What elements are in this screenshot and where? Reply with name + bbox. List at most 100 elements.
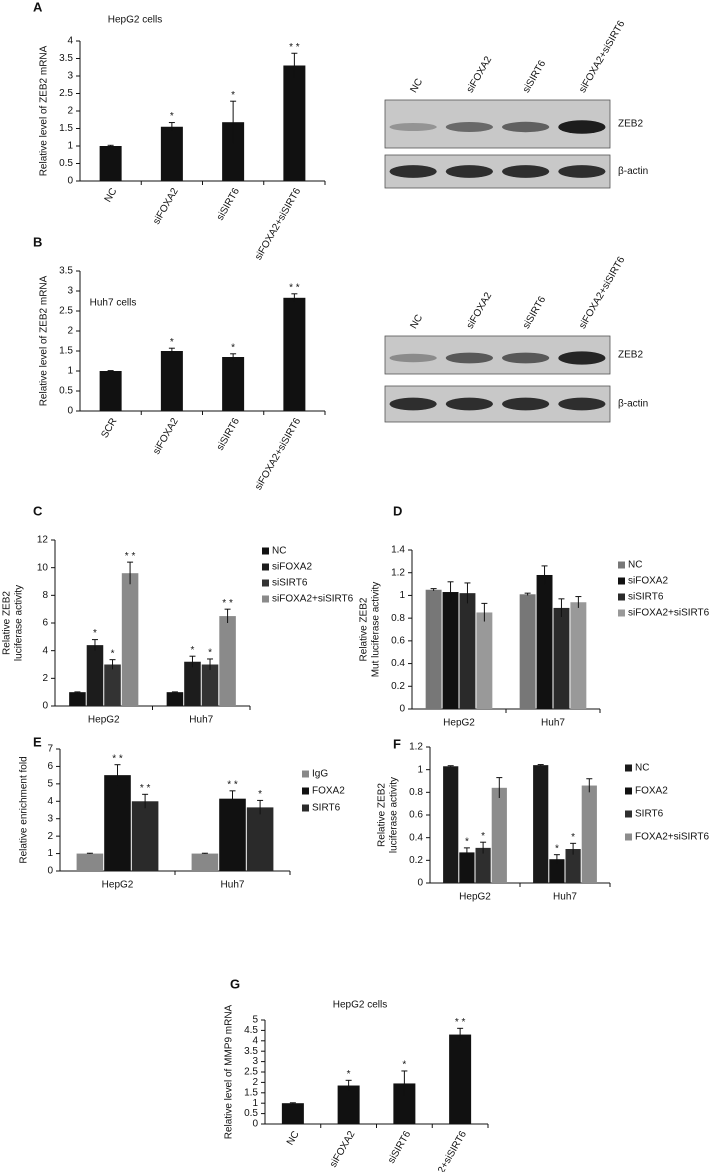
bar <box>533 765 549 883</box>
bar <box>553 607 570 709</box>
panel-label: B <box>33 234 42 249</box>
x-tick-label: siSIRT6 <box>215 416 242 453</box>
y-axis-label: Relative ZEB2 <box>377 783 388 847</box>
y-axis-label: Relative ZEB2 <box>2 591 13 655</box>
x-tick-label: Huh7 <box>541 718 565 729</box>
legend-label: SIRT6 <box>312 803 341 814</box>
bar <box>549 859 565 883</box>
error-bar <box>496 777 503 798</box>
error-bar <box>289 1102 296 1104</box>
significance: * <box>347 1069 351 1080</box>
significance: * * <box>140 783 151 794</box>
chart-title: HepG2 cells <box>108 15 162 26</box>
bar <box>536 574 553 709</box>
y-tick-label: 1.5 <box>59 346 73 357</box>
y-tick-label: 12 <box>37 535 49 546</box>
bar <box>104 775 131 871</box>
legend-label: FOXA2+siSIRT6 <box>635 832 709 843</box>
legend-label: NC <box>272 546 286 557</box>
bar <box>166 692 184 706</box>
lane-label: siSIRT6 <box>521 294 548 331</box>
significance: * <box>571 832 575 843</box>
error-bar <box>224 608 231 623</box>
bar <box>104 664 121 706</box>
blot-band <box>389 397 437 411</box>
error-bar <box>230 100 237 144</box>
blot-band <box>558 120 606 134</box>
y-tick-label: 6 <box>47 761 53 772</box>
y-axis-label: luciferase activity <box>14 585 25 661</box>
bar <box>222 357 245 411</box>
error-bar <box>541 565 548 585</box>
y-tick-label: 0.2 <box>409 855 423 866</box>
lane-label: siFOXA2+siSIRT6 <box>577 255 627 331</box>
legend-label: siSIRT6 <box>628 592 664 603</box>
legend-label: siFOXA2 <box>272 562 312 573</box>
legend-label: NC <box>628 560 642 571</box>
lane-label: NC <box>408 77 425 95</box>
blot-band <box>558 351 606 365</box>
significance: * * <box>222 598 233 609</box>
y-tick-label: 0.5 <box>244 1108 258 1119</box>
y-tick-label: 2 <box>67 106 73 117</box>
y-tick-label: 0 <box>252 1119 258 1130</box>
significance: * <box>191 645 195 656</box>
legend-label: siFOXA2 <box>628 576 668 587</box>
blot-band <box>502 165 550 178</box>
y-tick-label: 3.5 <box>59 53 73 64</box>
legend-swatch <box>302 770 309 778</box>
bar <box>86 645 104 706</box>
error-bar <box>257 799 264 815</box>
significance: * <box>258 789 262 800</box>
y-tick-label: 0 <box>67 406 73 417</box>
bar <box>191 853 219 871</box>
y-tick-label: 2.5 <box>244 1067 258 1078</box>
error-bar <box>524 592 531 596</box>
band-label: β-actin <box>618 166 648 177</box>
bar <box>184 661 201 706</box>
y-tick-label: 1 <box>67 141 73 152</box>
x-tick-label: Huh7 <box>553 892 577 903</box>
bar <box>69 692 86 706</box>
y-tick-label: 0 <box>42 701 48 712</box>
significance: * <box>170 337 174 348</box>
panel-label: E <box>33 734 42 749</box>
y-tick-label: 1 <box>67 366 73 377</box>
legend-label: FOXA2 <box>635 786 668 797</box>
y-tick-label: 0 <box>47 866 53 877</box>
legend-swatch <box>625 764 632 772</box>
legend-swatch <box>618 609 625 617</box>
bar <box>570 602 587 709</box>
x-tick-label: Huh7 <box>189 715 213 726</box>
legend-label: siFOXA2+siSIRT6 <box>628 608 710 619</box>
x-tick-label: siFOXA2+siSIRT6 <box>253 416 303 492</box>
x-tick-label: SCR <box>99 416 119 440</box>
bar <box>219 798 246 871</box>
y-tick-label: 6 <box>42 618 48 629</box>
significance: * * <box>289 42 300 53</box>
error-bar <box>86 852 93 854</box>
x-tick-label: siFOXA2+siSIRT6 <box>419 1129 469 1172</box>
y-tick-label: 1.4 <box>391 545 405 556</box>
bar <box>476 612 493 709</box>
lane-label: siFOXA2 <box>465 290 495 331</box>
y-tick-label: 2.5 <box>59 306 73 317</box>
significance: * <box>231 342 235 353</box>
panel-label: G <box>230 976 240 991</box>
x-tick-label: siFOXA2 <box>151 186 181 227</box>
panel-label: D <box>393 503 402 518</box>
significance: * * <box>455 1017 466 1028</box>
error-bar <box>74 691 81 693</box>
y-tick-label: 4 <box>47 796 53 807</box>
significance: * <box>170 111 174 122</box>
significance: * <box>111 648 115 659</box>
x-tick-label: HepG2 <box>459 892 491 903</box>
error-bar <box>553 854 560 864</box>
band-label: β-actin <box>618 399 648 410</box>
error-bar <box>91 639 98 651</box>
legend-swatch <box>262 595 269 603</box>
bar <box>393 1083 416 1124</box>
error-bar <box>109 659 116 670</box>
x-tick-label: Huh7 <box>221 880 245 891</box>
chart-title: Huh7 cells <box>90 298 137 309</box>
